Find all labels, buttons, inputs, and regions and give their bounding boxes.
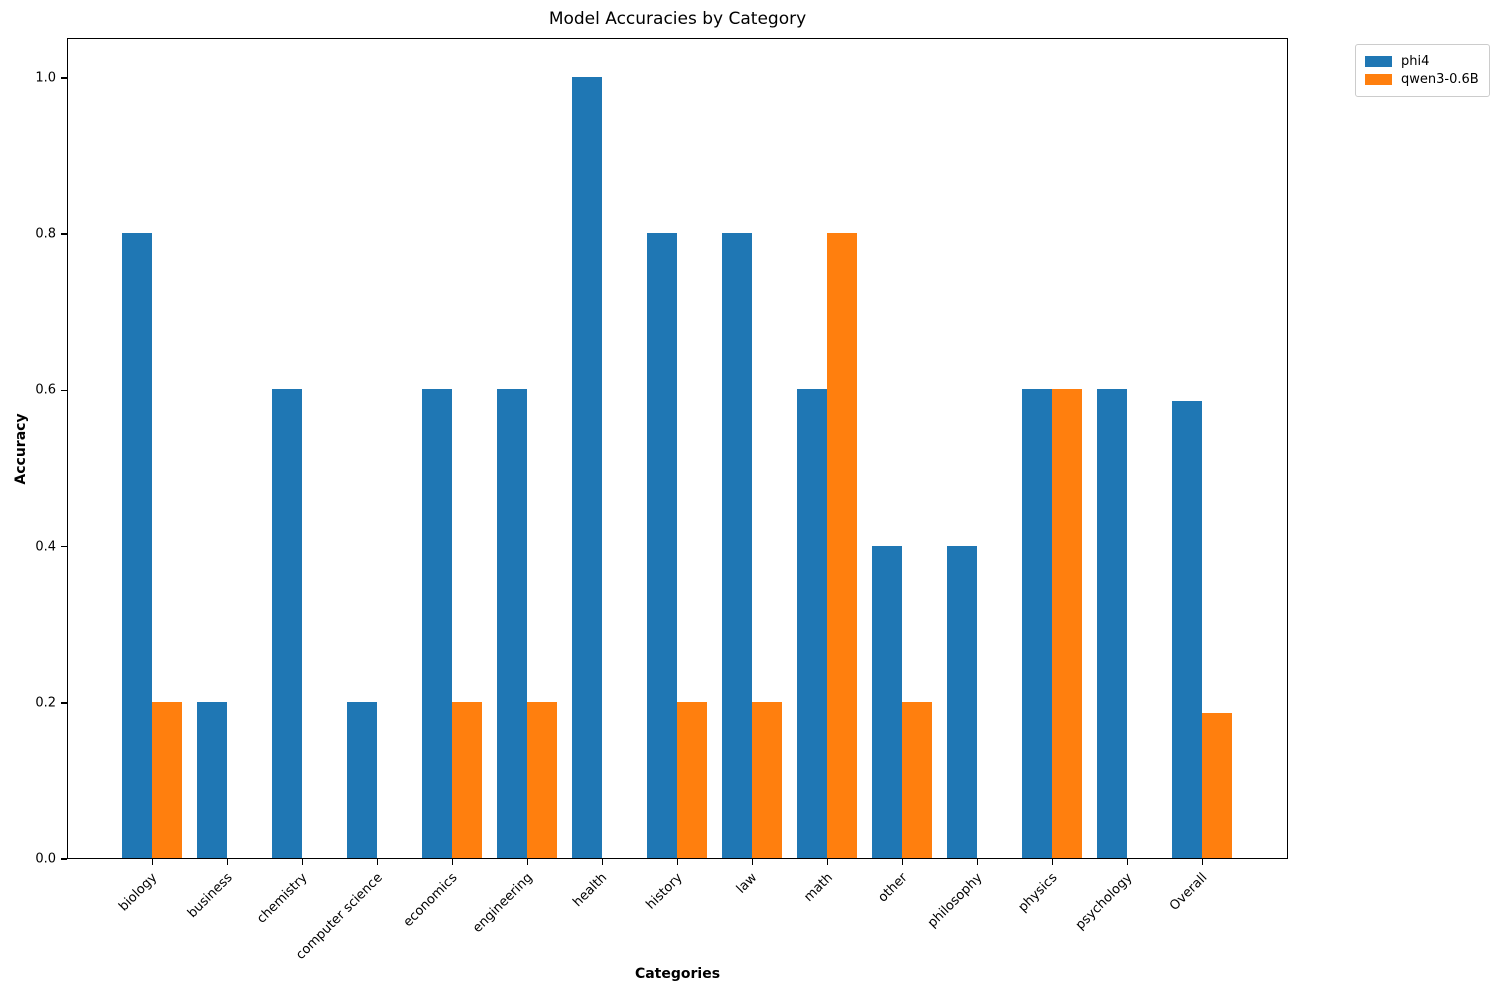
bar-phi4-biology <box>122 233 152 858</box>
bar-qwen3-0.6b-physics <box>1052 389 1082 858</box>
x-tick <box>901 859 904 865</box>
y-tick-label: 0.0 <box>35 851 56 867</box>
y-axis-label: Accuracy <box>13 413 29 485</box>
y-tick-label: 1.0 <box>35 70 56 86</box>
x-tick-label-law: law <box>734 870 761 897</box>
x-tick-label-engineering: engineering <box>469 870 536 936</box>
x-tick-label-economics: economics <box>400 870 461 931</box>
x-tick <box>451 859 454 865</box>
x-tick <box>601 859 604 865</box>
y-tick <box>61 702 67 704</box>
x-tick-label-chemistry: chemistry <box>254 870 311 927</box>
legend-item-qwen3-0.6b: qwen3-0.6B <box>1365 72 1479 87</box>
legend-label-phi4: phi4 <box>1401 54 1430 69</box>
bar-phi4-other <box>872 545 902 858</box>
x-tick <box>826 859 829 865</box>
y-tick <box>61 858 67 860</box>
legend-swatch-qwen3-0.6b <box>1365 74 1392 85</box>
x-tick <box>1051 859 1054 865</box>
plot-area <box>67 38 1288 859</box>
bar-qwen3-0.6b-overall <box>1202 712 1232 858</box>
x-tick <box>1201 859 1204 865</box>
bar-phi4-psychology <box>1097 389 1127 858</box>
bar-phi4-economics <box>422 389 452 858</box>
bar-phi4-overall <box>1172 400 1202 858</box>
x-tick-label-biology: biology <box>116 870 161 915</box>
x-tick <box>676 859 679 865</box>
x-tick <box>301 859 304 865</box>
bar-phi4-history <box>647 233 677 858</box>
legend: phi4 qwen3-0.6B <box>1355 44 1490 97</box>
y-tick-label: 0.6 <box>35 382 56 398</box>
bar-qwen3-0.6b-economics <box>452 701 482 858</box>
bar-phi4-business <box>197 701 227 858</box>
y-tick <box>61 77 67 79</box>
bar-phi4-physics <box>1022 389 1052 858</box>
y-tick <box>61 389 67 392</box>
bar-phi4-law <box>722 233 752 858</box>
y-tick <box>61 545 67 548</box>
x-tick-label-physics: physics <box>1015 870 1061 916</box>
x-tick-label-philosophy: philosophy <box>924 870 986 931</box>
x-tick-label-business: business <box>184 870 236 922</box>
x-tick-label-computer-science: computer science <box>292 870 386 963</box>
bar-qwen3-0.6b-other <box>902 701 932 858</box>
x-tick <box>226 859 229 865</box>
legend-label-qwen3-0.6b: qwen3-0.6B <box>1401 72 1479 87</box>
x-tick <box>151 859 154 865</box>
x-tick-label-history: history <box>643 870 686 913</box>
bar-phi4-engineering <box>497 389 527 858</box>
y-tick-label: 0.2 <box>35 695 56 711</box>
bar-qwen3-0.6b-math <box>827 233 857 858</box>
x-tick <box>751 859 754 865</box>
x-tick <box>1126 859 1129 865</box>
bar-qwen3-0.6b-history <box>677 701 707 858</box>
bar-phi4-health <box>572 77 602 858</box>
x-tick <box>376 859 379 865</box>
bar-phi4-philosophy <box>947 545 977 858</box>
x-tick <box>526 859 529 865</box>
y-tick-label: 0.8 <box>35 226 56 242</box>
x-tick-label-math: math <box>800 870 836 905</box>
x-tick-label-overall: Overall <box>1166 870 1211 914</box>
bar-qwen3-0.6b-law <box>752 701 782 858</box>
bar-phi4-math <box>797 389 827 858</box>
legend-item-phi4: phi4 <box>1365 54 1479 69</box>
x-tick-label-health: health <box>570 870 611 911</box>
bar-phi4-computer-science <box>347 701 377 858</box>
x-tick-label-other: other <box>875 870 911 906</box>
legend-swatch-phi4 <box>1365 56 1392 67</box>
x-tick-label-psychology: psychology <box>1072 870 1136 933</box>
chart-title: Model Accuracies by Category <box>548 9 807 29</box>
y-tick-label: 0.4 <box>35 539 56 555</box>
x-tick <box>976 859 979 865</box>
bar-qwen3-0.6b-biology <box>152 701 182 858</box>
y-tick <box>61 233 67 235</box>
x-axis-label: Categories <box>634 966 721 982</box>
bar-phi4-chemistry <box>272 389 302 858</box>
bar-qwen3-0.6b-engineering <box>527 701 557 858</box>
